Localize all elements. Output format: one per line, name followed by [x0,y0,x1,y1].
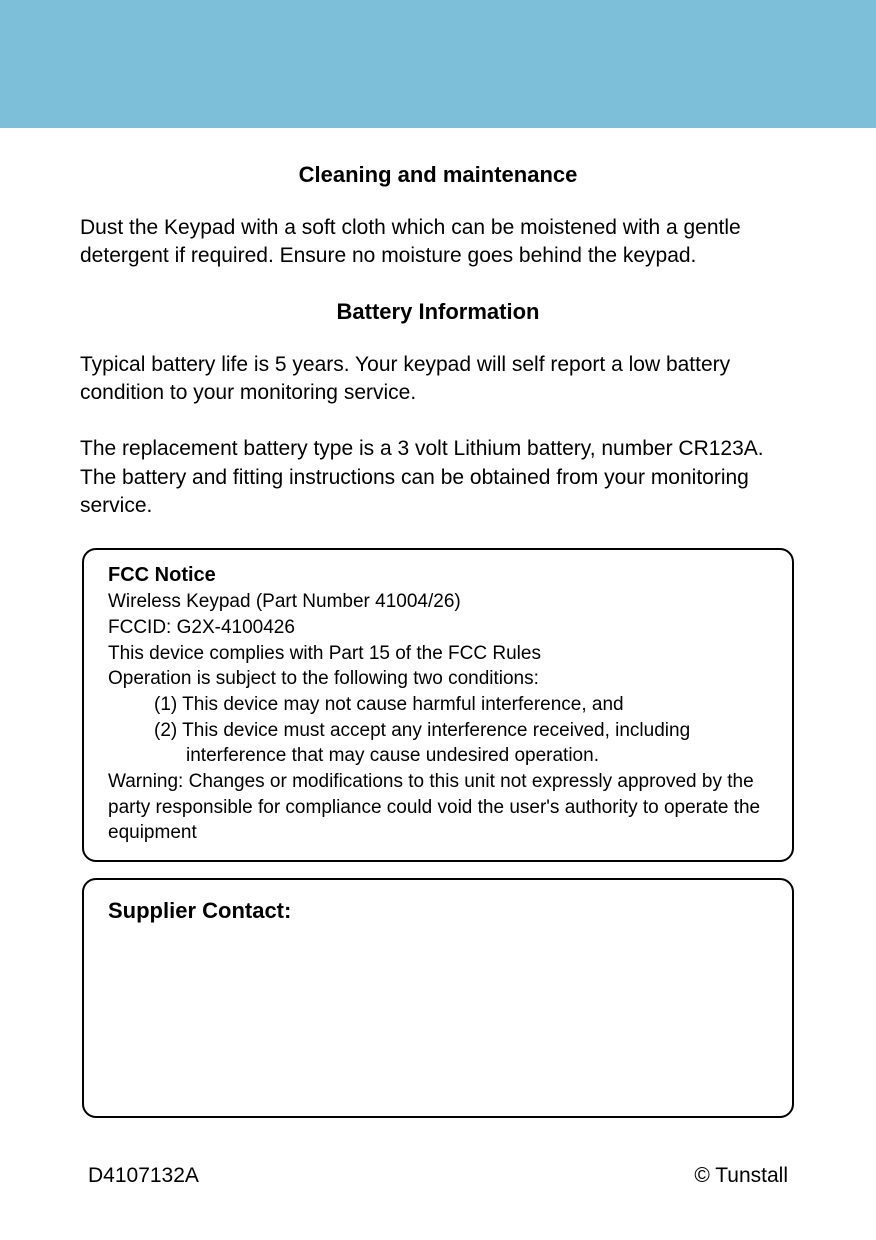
battery-text-2: The replacement battery type is a 3 volt… [80,435,796,520]
header-banner [0,0,876,128]
copyright: © Tunstall [694,1164,788,1188]
footer: D4107132A © Tunstall [0,1164,876,1188]
doc-number: D4107132A [88,1164,199,1188]
cleaning-title: Cleaning and maintenance [80,162,796,188]
fcc-line-4: Operation is subject to the following tw… [108,666,768,692]
supplier-title: Supplier Contact: [108,898,768,924]
fcc-item-1: (1) This device may not cause harmful in… [108,692,768,718]
fcc-line-2: FCCID: G2X-4100426 [108,615,768,641]
supplier-box: Supplier Contact: [82,878,794,1118]
document-content: Cleaning and maintenance Dust the Keypad… [0,128,876,1118]
cleaning-text: Dust the Keypad with a soft cloth which … [80,214,796,271]
fcc-item-2: (2) This device must accept any interfer… [108,718,768,769]
fcc-line-1: Wireless Keypad (Part Number 41004/26) [108,589,768,615]
fcc-notice-box: FCC Notice Wireless Keypad (Part Number … [82,548,794,861]
fcc-line-3: This device complies with Part 15 of the… [108,641,768,667]
fcc-notice-title: FCC Notice [108,564,768,587]
battery-text-1: Typical battery life is 5 years. Your ke… [80,351,796,408]
battery-title: Battery Information [80,299,796,325]
fcc-warning: Warning: Changes or modifications to thi… [108,769,768,846]
